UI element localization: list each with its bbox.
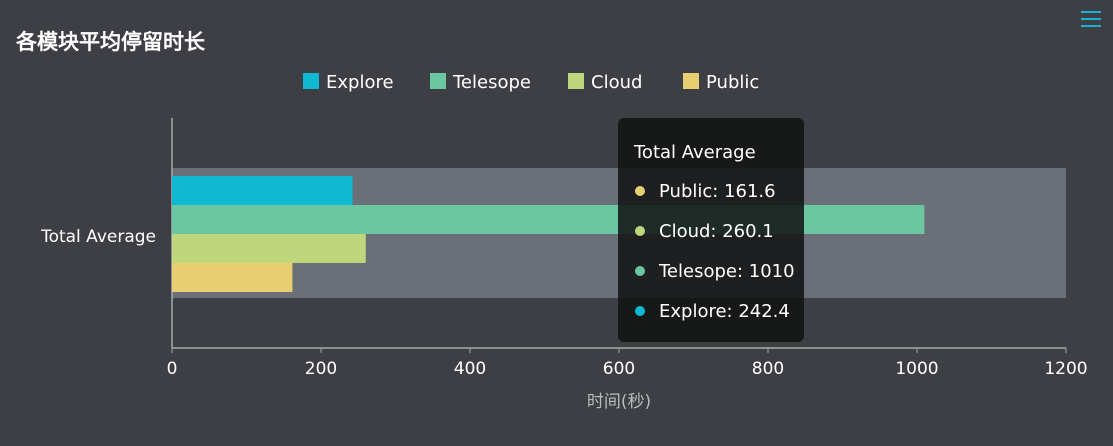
tooltip-item: Explore: 242.4 [635,301,790,322]
legend-label: Cloud [591,72,642,93]
x-tick-label: 1200 [1044,359,1087,379]
bar-public[interactable] [172,263,293,292]
tooltip-title: Total Average [633,142,756,163]
tooltip: Total Average Public: 161.6 Cloud: 260.1 Te… [618,118,804,342]
legend-item-explore[interactable]: Explore [303,72,394,93]
tooltip-box [618,118,804,342]
legend-swatch [430,73,446,89]
bar-explore[interactable] [172,176,353,205]
legend-swatch [303,73,319,89]
tooltip-marker [635,226,645,236]
legend-item-public[interactable]: Public [683,72,759,93]
x-tick-label: 200 [305,359,337,379]
bar-cloud[interactable] [172,234,366,263]
legend-item-cloud[interactable]: Cloud [568,72,642,93]
x-tick-label: 400 [454,359,486,379]
legend: Explore Telesope Cloud Public [303,72,759,93]
tooltip-marker [635,186,645,196]
bar-telesope[interactable] [172,205,925,234]
tooltip-item: Cloud: 260.1 [635,221,774,242]
legend-item-telesope[interactable]: Telesope [430,72,531,93]
plot-area: Total Average 0 200 400 600 800 1000 1200 时间(秒) [40,118,1088,412]
tooltip-item: Public: 161.6 [635,181,776,202]
legend-label: Explore [326,72,394,93]
hamburger-menu-icon[interactable] [1079,9,1101,31]
x-tick-label: 0 [167,359,178,379]
tooltip-item: Telesope: 1010 [635,261,795,282]
tooltip-item-label: Explore: 242.4 [659,301,790,322]
x-tick-label: 1000 [895,359,938,379]
legend-swatch [568,73,584,89]
x-tick-label: 800 [752,359,784,379]
legend-swatch [683,73,699,89]
tooltip-marker [635,266,645,276]
legend-label: Public [706,72,759,93]
x-axis-title: 时间(秒) [587,392,651,412]
chart-title: 各模块平均停留时长 [15,30,206,54]
tooltip-item-label: Cloud: 260.1 [659,221,774,242]
legend-label: Telesope [452,72,531,93]
tooltip-item-label: Public: 161.6 [659,181,776,202]
x-tick-label: 600 [603,359,635,379]
tooltip-marker [635,306,645,316]
category-label: Total Average [40,227,156,247]
tooltip-item-label: Telesope: 1010 [658,261,795,282]
